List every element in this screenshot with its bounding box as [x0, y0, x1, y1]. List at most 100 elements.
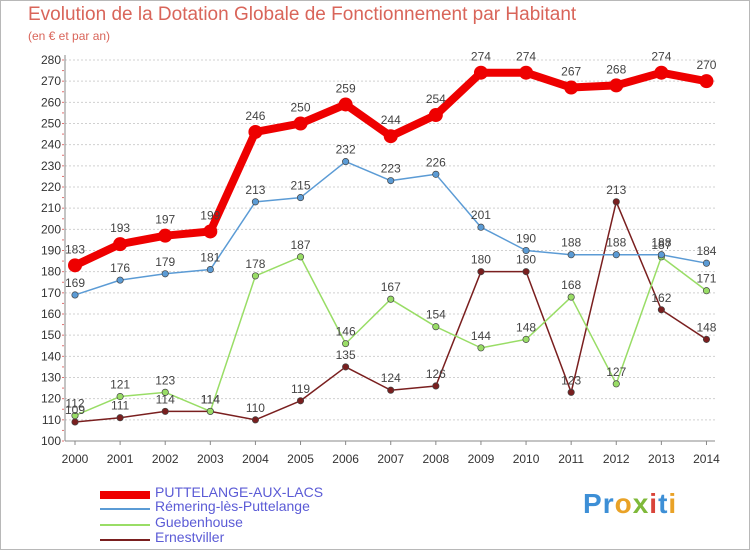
axes: 100 110 120 130 140 150 160 170 180 190 200 210 220 2… [41, 53, 720, 466]
data-point [116, 414, 124, 422]
data-point [432, 170, 440, 178]
data-point [71, 412, 79, 420]
y-tick-label: 220 [41, 180, 61, 194]
data-label: 188 [651, 236, 671, 250]
x-tick-label: 2001 [107, 452, 134, 466]
data-label: 148 [516, 320, 536, 334]
data-point [161, 388, 169, 396]
data-point [342, 340, 350, 348]
logo-letter: P [583, 488, 603, 519]
data-label: 213 [606, 183, 626, 197]
y-tick-label: 250 [41, 117, 61, 131]
data-label: 267 [561, 65, 581, 79]
y-tick-label: 100 [41, 434, 61, 448]
data-point [293, 116, 308, 131]
data-label: 167 [381, 280, 401, 294]
data-point [699, 74, 714, 89]
chart-subtitle: (en € et par an) [28, 29, 111, 43]
data-label: 176 [110, 261, 130, 275]
data-label: 223 [381, 162, 401, 176]
data-point [116, 392, 124, 401]
data-label: 188 [606, 236, 626, 250]
logo-letter: r [602, 488, 615, 519]
x-tick-label: 2008 [422, 452, 449, 466]
data-point [296, 194, 305, 202]
data-label: 274 [651, 50, 671, 64]
data-label: 112 [65, 397, 84, 411]
data-point [71, 291, 79, 299]
data-label: 268 [606, 62, 626, 76]
logo-letter: o [614, 488, 633, 519]
y-tick-label: 270 [41, 74, 61, 88]
data-point [338, 97, 353, 112]
data-label: 119 [291, 382, 310, 396]
data-label: 121 [110, 378, 130, 392]
data-label: 181 [200, 251, 220, 265]
y-tick-label: 120 [41, 392, 61, 406]
legend-label: Ernestviller [155, 529, 225, 545]
data-label: 254 [426, 92, 446, 106]
data-label: 179 [155, 255, 175, 269]
data-label: 274 [516, 50, 536, 64]
data-point [113, 237, 128, 252]
x-tick-label: 2010 [513, 452, 540, 466]
data-label: 190 [516, 232, 536, 246]
x-tick-label: 2014 [693, 452, 720, 466]
data-label: 197 [155, 213, 175, 227]
x-tick-label: 2004 [242, 452, 269, 466]
y-tick-label: 160 [41, 307, 61, 321]
data-label: 114 [201, 392, 220, 406]
y-tick-label: 240 [41, 138, 61, 152]
data-point [657, 306, 665, 314]
series-lines [68, 65, 714, 426]
legend-swatch [100, 539, 150, 541]
data-point [702, 287, 711, 295]
data-point [248, 124, 263, 139]
series-0 [68, 65, 714, 273]
data-label: 144 [471, 329, 491, 343]
y-tick-label: 150 [41, 328, 61, 342]
data-label: 123 [561, 373, 581, 387]
data-point [116, 276, 124, 284]
data-label: 215 [291, 179, 311, 193]
data-point [387, 295, 395, 303]
data-label: 114 [156, 392, 175, 406]
logo-letter: t [658, 488, 669, 519]
x-tick-label: 2013 [648, 452, 675, 466]
data-point [383, 129, 398, 144]
data-point [203, 224, 218, 239]
data-label: 171 [696, 272, 716, 286]
data-point [387, 177, 395, 185]
legend-swatch [100, 491, 150, 499]
data-label: 110 [246, 401, 265, 415]
data-point [251, 198, 259, 206]
data-point [477, 268, 485, 276]
y-tick-label: 190 [41, 244, 61, 258]
data-point [567, 251, 575, 259]
data-label: 162 [651, 291, 671, 305]
data-label: 201 [471, 208, 491, 222]
series-1 [71, 158, 711, 299]
data-label: 274 [471, 50, 491, 64]
data-label: 123 [155, 373, 175, 387]
data-point [206, 265, 214, 274]
data-point [342, 158, 350, 166]
data-point [71, 418, 79, 426]
data-point [612, 198, 620, 206]
x-tick-label: 2003 [197, 452, 224, 466]
data-point [296, 397, 305, 405]
data-point [657, 251, 665, 259]
x-tick-label: 2000 [62, 452, 89, 466]
x-tick-label: 2007 [377, 452, 404, 466]
legend-swatch [100, 524, 150, 526]
data-label: 193 [110, 221, 130, 235]
data-label: 178 [245, 257, 265, 271]
y-tick-label: 200 [41, 222, 61, 236]
x-tick-label: 2011 [558, 452, 584, 466]
data-label: 114 [201, 392, 220, 406]
data-label: 187 [291, 238, 311, 252]
x-tick-label: 2009 [468, 452, 495, 466]
data-point [387, 386, 395, 394]
data-label: 111 [111, 399, 130, 413]
data-point [296, 253, 305, 261]
